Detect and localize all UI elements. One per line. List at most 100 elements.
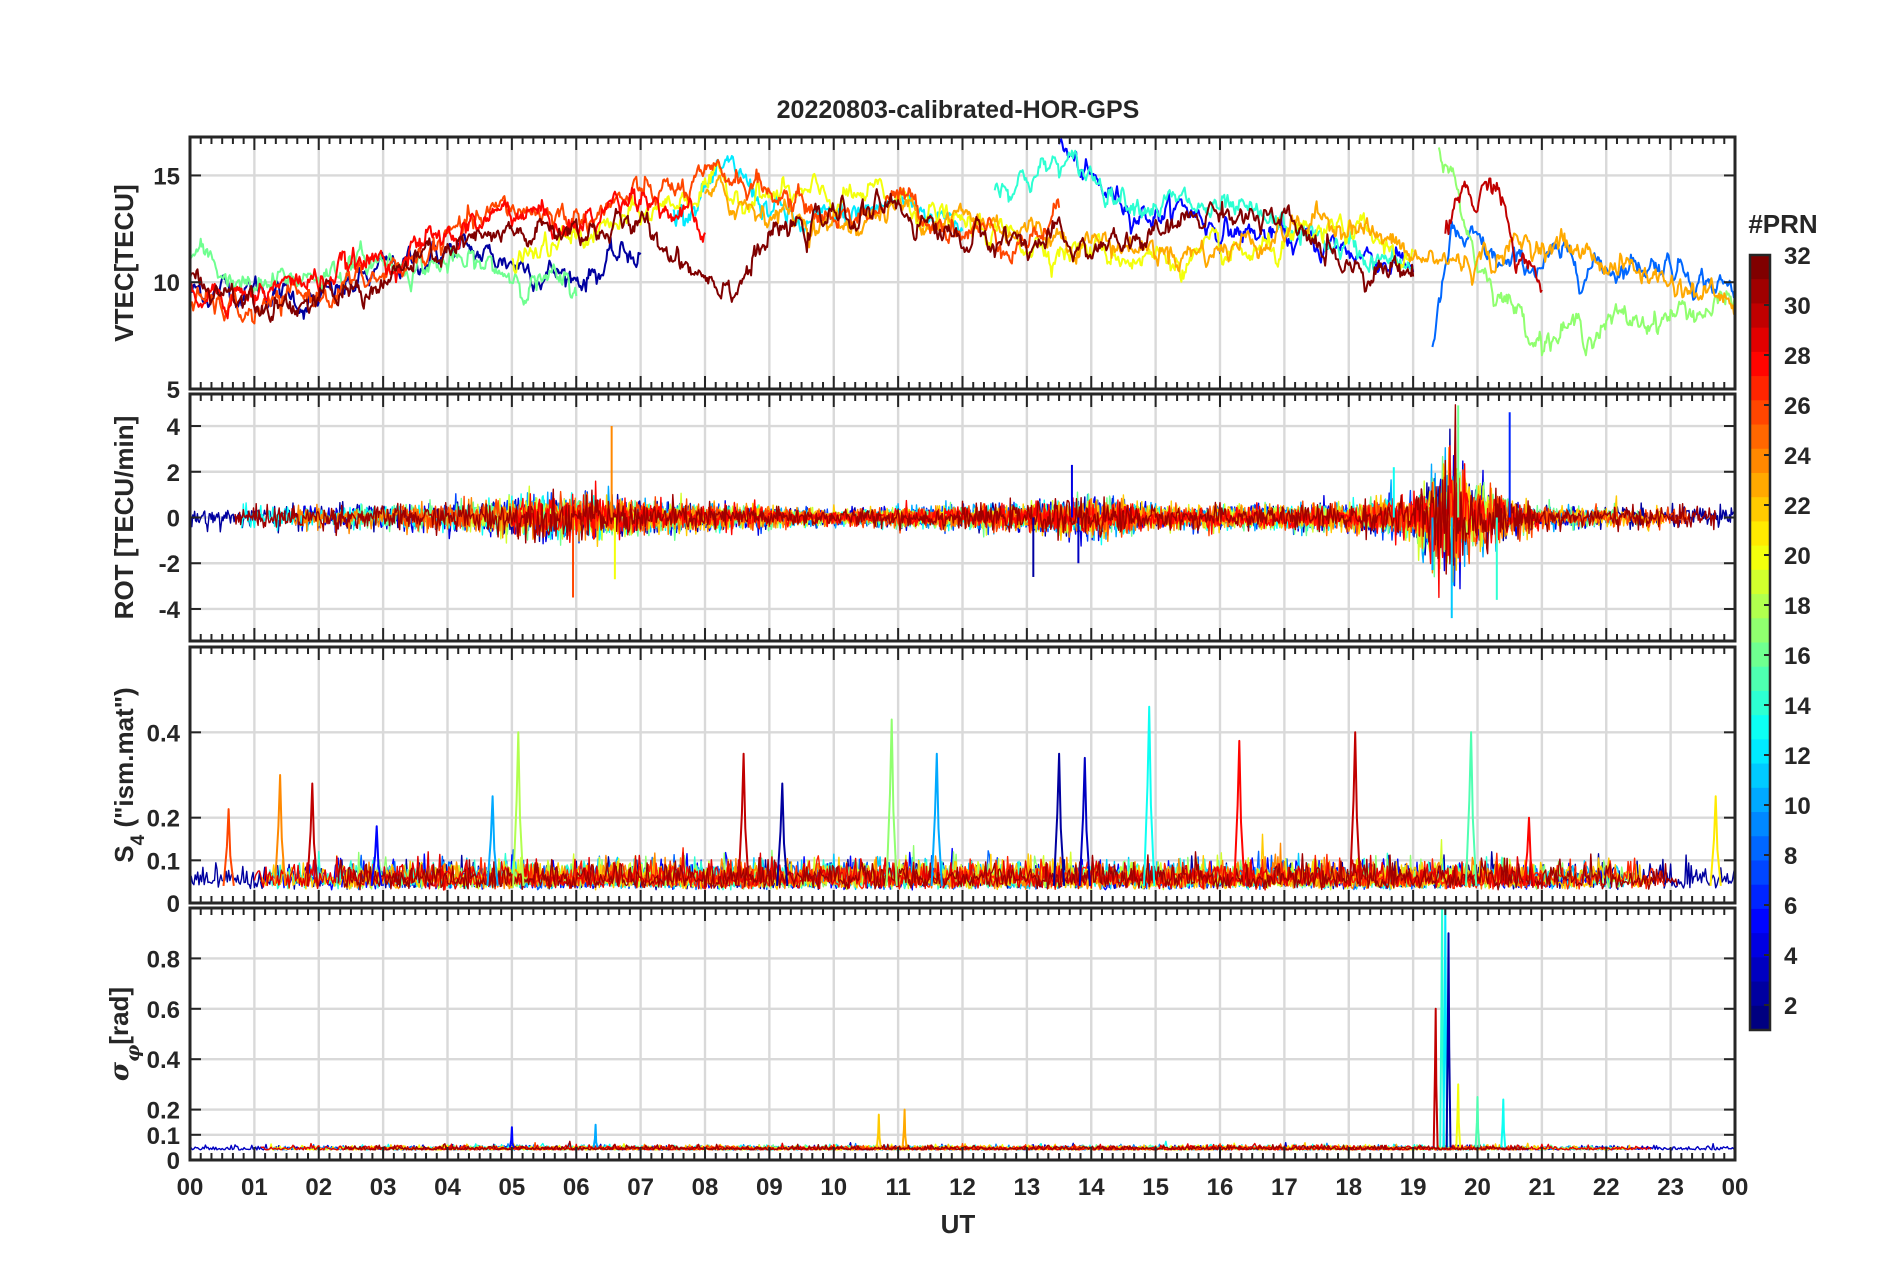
plot-area [189, 404, 1736, 619]
x-tick-label: 10 [820, 1174, 847, 1201]
x-tick-label: 15 [1142, 1174, 1169, 1201]
panel-sigma_phi: 00.10.2 0.4 0.6 0.8σφ[rad] [104, 906, 1737, 1175]
colorbar-segment [1750, 497, 1770, 523]
vtec-trace-prn-8 [1431, 220, 1736, 348]
y-tick-label: 0 [167, 506, 180, 533]
colorbar-segment [1750, 279, 1770, 305]
grid [190, 647, 1735, 903]
colorbar-segment [1750, 327, 1770, 353]
s4-peak [274, 774, 287, 886]
s4-peak [370, 825, 383, 887]
sigma-phi-peak [1474, 1096, 1481, 1148]
sigma-phi-peak [1445, 932, 1452, 1148]
x-tick-label: 00 [1722, 1174, 1749, 1201]
colorbar-segment [1750, 981, 1770, 1007]
y-tick-label: 0.6 [147, 997, 180, 1024]
colorbar-segment [1750, 594, 1770, 619]
vtec-trace-prn-16 [189, 237, 578, 306]
panel-rot: -4 -2 0 2 4 ROT [TECU/min] [109, 392, 1737, 643]
x-tick-label: 13 [1014, 1174, 1041, 1201]
x-tick-label: 20 [1464, 1174, 1491, 1201]
vtec-trace-prn-17 [1437, 147, 1736, 357]
colorbar-title: #PRN [1748, 209, 1817, 239]
y-tick-label: 0 [167, 1148, 180, 1175]
x-tick-label: 18 [1335, 1174, 1362, 1201]
x-tick-label: 07 [627, 1174, 654, 1201]
colorbar-tick-label: 20 [1784, 543, 1811, 570]
colorbar-tick-label: 22 [1784, 493, 1811, 520]
y-tick-label: 0.2 [147, 806, 180, 833]
x-tick-labels: 00 01 02 03 04 05 06 07 08 09 10 11 12 13 14 15 16 17 18 19… [177, 1174, 1749, 1201]
grid [190, 137, 1735, 389]
s4-peak [1464, 731, 1478, 886]
colorbar-segment [1750, 763, 1770, 789]
vtec-trace-prn-14 [993, 149, 1414, 273]
vtec-trace-prn-5 [1058, 138, 1415, 275]
colorbar-tick-label: 8 [1784, 843, 1797, 870]
s4-peak [1522, 816, 1536, 887]
s4-peak [222, 808, 235, 887]
y-tick-label: 0.2 [147, 1098, 180, 1125]
grid [190, 908, 1735, 1160]
vtec-trace-prn-26 [189, 159, 1061, 325]
x-tick-label: 01 [241, 1174, 268, 1201]
colorbar-tick-label: 10 [1784, 793, 1811, 820]
colorbar-segment [1750, 448, 1770, 474]
s4-peak [885, 718, 898, 886]
y-tick-label: -2 [159, 551, 180, 578]
figure-title: 20220803-calibrated-HOR-GPS [777, 96, 1140, 124]
x-tick-label: 00 [177, 1174, 204, 1201]
colorbar-segment [1750, 569, 1770, 595]
colorbar-segment [1750, 908, 1770, 934]
colorbar-segment [1750, 521, 1770, 547]
colorbar-tick-label: 30 [1784, 293, 1811, 320]
colorbar-segment [1750, 472, 1770, 498]
colorbar-frame [1748, 253, 1772, 1032]
colorbar-segment [1750, 933, 1770, 958]
x-tick-label: 03 [370, 1174, 397, 1201]
y-tick-label: 10 [153, 270, 180, 297]
colorbar-segment [1750, 618, 1770, 644]
x-tick-label: 16 [1207, 1174, 1234, 1201]
colorbar-tick-label: 28 [1784, 343, 1811, 370]
colorbar-segment [1750, 812, 1770, 837]
colorbar-segment [1750, 255, 1770, 280]
rot-trace-prn-31 [234, 404, 1717, 575]
colorbar-segment [1750, 376, 1770, 401]
sigma-phi-peak [508, 1126, 515, 1148]
x-tick-label: 21 [1529, 1174, 1556, 1201]
panel-s4: 0 0.1 0.2 0.4S4 ("ism.mat") [109, 645, 1737, 918]
x-tick-label: 08 [692, 1174, 719, 1201]
y-tick-label: 0.4 [147, 720, 181, 747]
x-tick-label: 12 [949, 1174, 976, 1201]
sigma-phi-peak [1500, 1098, 1507, 1148]
y-tick-label: 5 [167, 377, 180, 404]
colorbar-segment [1750, 715, 1770, 740]
y-tick-label: 15 [153, 163, 180, 190]
x-tick-label: 19 [1400, 1174, 1427, 1201]
sigma-phi-peak [1432, 1007, 1439, 1148]
s4-peak [1233, 739, 1246, 886]
sigma-phi-peak [901, 1108, 908, 1148]
x-ticks [189, 647, 1736, 903]
y-tick-label: 0.1 [147, 1123, 180, 1150]
s4-peak [1052, 752, 1066, 886]
colorbar-segment [1750, 642, 1770, 668]
colorbar-tick-label: 26 [1784, 393, 1811, 420]
vtec-trace-prn-28 [189, 186, 706, 320]
y-tick-label: 0 [167, 891, 180, 918]
sigma-phi-trace-prn-31 [343, 1140, 1530, 1151]
x-tick-label: 14 [1078, 1174, 1105, 1201]
colorbar-tick-label: 4 [1784, 943, 1798, 970]
s4-peak [1078, 756, 1091, 886]
colorbar-segment [1750, 303, 1770, 329]
colorbar-segment [1750, 836, 1770, 862]
x-tick-label: 23 [1657, 1174, 1684, 1201]
y-axis-label-sigma_phi: σφ[rad] [104, 987, 144, 1081]
x-tick-label: 02 [305, 1174, 332, 1201]
sigma-phi-peak [592, 1123, 599, 1148]
sigma-phi-peak [875, 1113, 882, 1148]
x-ticks [189, 908, 1736, 1160]
